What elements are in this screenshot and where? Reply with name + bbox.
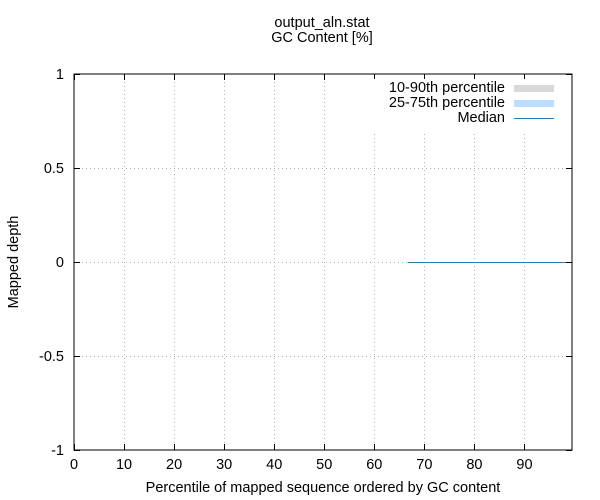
legend: 10-90th percentile 25-75th percentile Me… — [345, 79, 557, 131]
x-tick-label: 80 — [466, 457, 482, 473]
y-axis-label: Mapped depth — [6, 216, 22, 309]
x-tick-label: 70 — [416, 457, 432, 473]
legend-label-median: Median — [457, 110, 505, 126]
x-tick-label: 20 — [166, 457, 182, 473]
x-tick-label: 60 — [366, 457, 382, 473]
x-tick-label: 0 — [70, 457, 78, 473]
x-axis-label: Percentile of mapped sequence ordered by… — [146, 480, 501, 496]
legend-swatch-25-75 — [514, 100, 554, 107]
x-tick-label: 40 — [266, 457, 282, 473]
y-tick-label: -1 — [51, 443, 64, 459]
x-tick-label: 10 — [116, 457, 132, 473]
y-tick-label: -0.5 — [39, 349, 64, 365]
x-tick-label: 30 — [216, 457, 232, 473]
axis-ticks — [74, 74, 572, 451]
chart-subtitle: GC Content [%] — [271, 30, 373, 46]
x-tick-labels: 0 10 20 30 40 50 60 70 80 90 — [70, 457, 533, 473]
y-tick-label: 1 — [56, 67, 64, 83]
y-tick-label: 0 — [56, 255, 64, 271]
x-tick-label: 90 — [516, 457, 532, 473]
legend-label-10-90: 10-90th percentile — [389, 80, 505, 96]
x-tick-label: 50 — [316, 457, 332, 473]
y-tick-labels: -1 -0.5 0 0.5 1 — [39, 67, 64, 459]
chart-title: output_aln.stat — [274, 15, 369, 31]
legend-swatch-10-90 — [514, 85, 554, 92]
y-tick-label: 0.5 — [44, 161, 64, 177]
legend-label-25-75: 25-75th percentile — [389, 95, 505, 111]
